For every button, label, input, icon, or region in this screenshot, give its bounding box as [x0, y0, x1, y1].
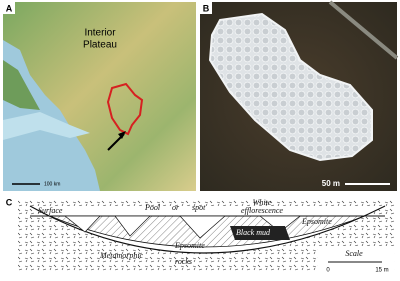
label-box — [200, 2, 212, 14]
annotation: Epsomite — [174, 241, 205, 250]
annotation: Pool — [144, 203, 161, 212]
scale-label: 100 km — [44, 181, 60, 187]
panel-label: B — [203, 3, 210, 13]
bedrock — [18, 200, 395, 272]
panel-label: A — [6, 3, 13, 13]
scale-label: 50 m — [322, 179, 340, 188]
lake — [208, 12, 373, 162]
label-box — [3, 2, 15, 14]
annotation: Metamorphic — [99, 251, 144, 260]
ocean — [3, 40, 100, 191]
study-area-outline — [106, 82, 144, 136]
strait — [3, 112, 90, 140]
pools — [64, 215, 301, 239]
road — [328, 0, 399, 60]
island — [3, 60, 40, 110]
scale-title: Scale — [345, 249, 363, 258]
region-label: Plateau — [83, 40, 117, 51]
annotation: Epsomite — [301, 217, 332, 226]
annotation: Black mud — [236, 228, 271, 237]
panel-c: C Surface Pool or spot White efflorescen… — [3, 196, 395, 274]
region-label: Interior — [84, 28, 116, 39]
panel-a: A Interior Plateau 100 km — [3, 2, 196, 191]
label-box — [3, 196, 15, 208]
arrow-head — [118, 131, 126, 139]
annotation: efflorescence — [241, 206, 283, 215]
black-mud — [230, 226, 290, 240]
annotation: White — [253, 198, 272, 207]
scale-box — [318, 246, 394, 272]
scale-end: 15 m — [375, 268, 388, 274]
annotation: Surface — [38, 206, 63, 215]
basin-outline — [29, 205, 386, 254]
annotation: or — [172, 203, 180, 212]
panel-label: C — [6, 197, 13, 207]
annotation: rocks — [175, 257, 192, 266]
annotation: spot — [192, 203, 206, 212]
panel-b: B 50 m — [200, 0, 399, 191]
scale-start: 0 — [326, 268, 330, 274]
